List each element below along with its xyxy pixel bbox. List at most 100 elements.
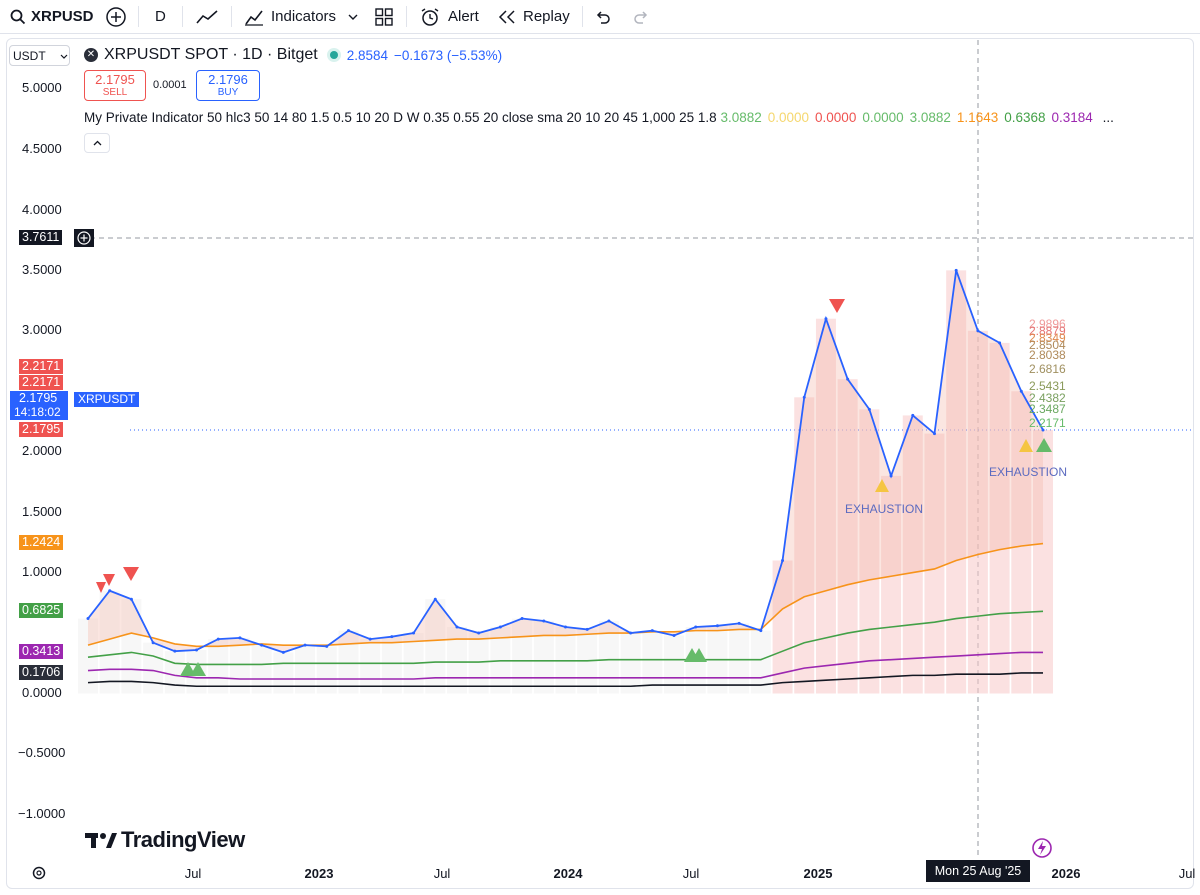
price-tick: −0.5000: [18, 745, 66, 760]
price-point: [325, 644, 329, 648]
crosshair-price-tag: 3.7611: [19, 230, 63, 245]
price-tag-red: 2.2171: [19, 375, 64, 390]
band-line: [87, 651, 1043, 680]
line-chart-icon: [196, 9, 218, 24]
redo-button[interactable]: [633, 0, 649, 33]
histogram-bar: [273, 652, 294, 694]
exhaustion-label: EXHAUSTION: [845, 502, 924, 516]
histogram-bar: [316, 646, 337, 694]
price-point: [802, 395, 806, 399]
plus-circle-icon: [77, 231, 91, 245]
price-tag-orange: 1.2424: [19, 535, 64, 550]
alert-label: Alert: [448, 8, 479, 25]
indicator-value: 0.0000: [862, 110, 904, 125]
currency-select[interactable]: USDT: [9, 45, 70, 66]
buy-button[interactable]: 2.1796 BUY: [196, 70, 260, 101]
indicators-icon: [245, 10, 263, 26]
gear-icon[interactable]: [32, 866, 46, 880]
histogram-bar: [859, 409, 880, 694]
sell-price: 2.1795: [95, 72, 135, 87]
replay-button[interactable]: Replay: [498, 0, 570, 33]
level-label: 2.3487: [1029, 402, 1066, 416]
chart-type-button[interactable]: [195, 0, 219, 33]
histogram-bar: [772, 560, 793, 694]
last-price-tag: [10, 391, 68, 420]
price-point: [759, 629, 763, 633]
sell-button[interactable]: 2.1795 SELL: [84, 70, 146, 101]
histogram-bar: [251, 645, 272, 694]
price-point: [1019, 389, 1023, 393]
interval-button[interactable]: D: [155, 0, 166, 33]
sell-signal-marker: [123, 567, 139, 581]
price-tick: 2.0000: [22, 443, 62, 458]
last-price-value: 2.1795: [19, 391, 58, 405]
layout-button[interactable]: [375, 0, 393, 33]
compare-symbol-button[interactable]: [105, 0, 127, 33]
indicator-legend[interactable]: My Private Indicator 50 hlc3 50 14 80 1.…: [84, 110, 1114, 125]
tradingview-wordmark: TradingView: [121, 827, 245, 852]
symbol-search[interactable]: XRPUSD: [10, 0, 94, 33]
chart-pane[interactable]: [6, 38, 1194, 889]
price-point: [607, 619, 611, 623]
collapse-legend-button[interactable]: [84, 133, 110, 153]
price-point: [976, 329, 980, 333]
price-point: [824, 317, 828, 321]
last-price: 2.8584: [346, 47, 388, 63]
histogram-bar: [967, 330, 988, 694]
indicator-more: ...: [1102, 110, 1114, 125]
exhaustion-label: EXHAUSTION: [989, 465, 1068, 479]
price-point: [781, 559, 785, 563]
price-point: [346, 629, 350, 633]
undo-icon: [596, 10, 610, 24]
price-point: [889, 474, 893, 478]
lightning-icon[interactable]: [1032, 838, 1052, 858]
search-icon: [10, 9, 26, 24]
price-point: [368, 637, 372, 641]
indicators-label: Indicators: [271, 8, 337, 25]
price-tick: −1.0000: [18, 806, 66, 821]
price-point: [260, 643, 264, 647]
time-tick: Jul: [184, 866, 202, 881]
symbol-label: XRPUSD: [31, 8, 94, 25]
signal-markers: [96, 299, 1052, 676]
alert-button[interactable]: Alert: [420, 0, 479, 33]
price-point: [281, 650, 285, 654]
price-point: [694, 625, 698, 629]
rewind-icon: [498, 9, 515, 24]
add-circle-icon: [106, 6, 126, 27]
buy-price: 2.1796: [208, 72, 248, 87]
chevron-up-icon: [93, 140, 102, 146]
histogram-bar: [946, 270, 967, 694]
price-point: [1041, 428, 1045, 432]
level-label: 2.9896: [1029, 317, 1066, 331]
indicators-dropdown[interactable]: [348, 0, 358, 33]
tradingview-logo[interactable]: TradingView: [85, 827, 245, 853]
buy-signal-marker: [1036, 438, 1052, 452]
price-point: [238, 636, 242, 640]
indicator-values: 3.0882 0.0000 0.0000 0.0000 3.0882 1.1643 0.63…: [720, 110, 1098, 125]
indicator-value: 3.0882: [720, 110, 762, 125]
histogram-bar: [881, 475, 902, 694]
undo-button[interactable]: [595, 0, 611, 33]
spread-value: 0.0001: [153, 79, 187, 91]
price-point: [737, 621, 741, 625]
histogram-bar: [642, 630, 663, 694]
price-point: [932, 432, 936, 436]
indicator-name: My Private Indicator 50 hlc3 50 14 80 1.…: [84, 110, 717, 125]
sell-signal-marker: [829, 299, 845, 313]
exhaustion-marker: [875, 479, 889, 492]
histogram-bar: [924, 433, 945, 694]
histogram-bar: [815, 318, 836, 694]
histogram-bar: [729, 623, 750, 694]
price-tick: 5.0000: [22, 80, 62, 95]
price-change: −0.1673 (−5.53%): [393, 47, 503, 63]
exhaustion-marker: [1019, 439, 1033, 452]
price-point: [129, 597, 133, 601]
price-point: [455, 625, 459, 629]
price-tag-red: 2.2171: [19, 359, 64, 374]
level-label: 2.2171: [1029, 416, 1066, 430]
price-tag-black: 0.1706: [19, 665, 64, 680]
chevron-down-icon: [348, 14, 358, 20]
indicators-button[interactable]: Indicators: [244, 0, 336, 33]
